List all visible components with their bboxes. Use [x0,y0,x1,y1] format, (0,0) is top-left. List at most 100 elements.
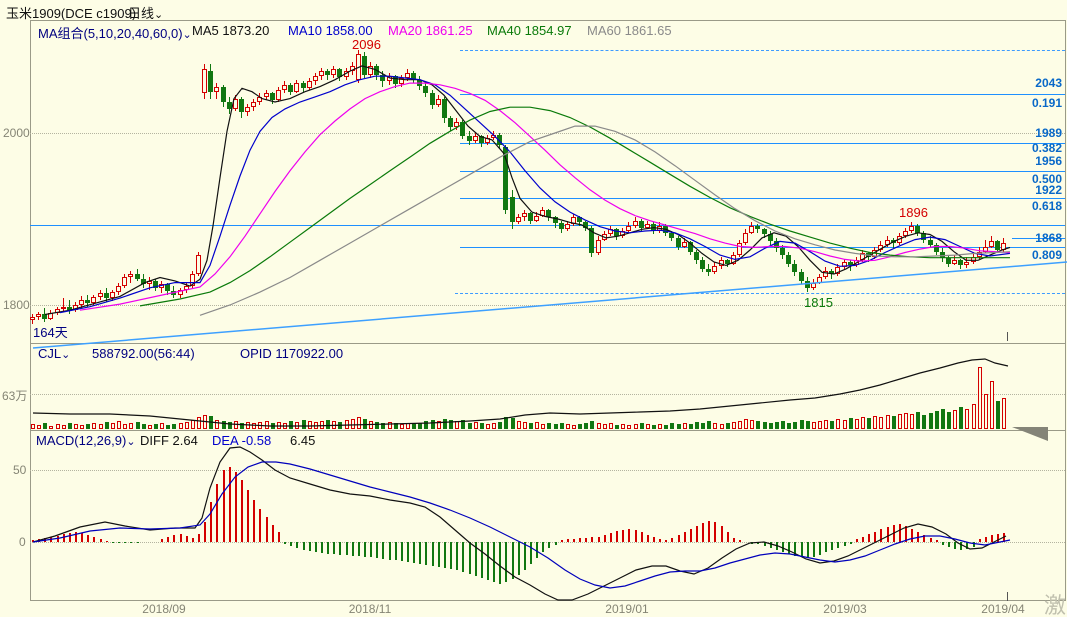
candle-body [411,73,416,80]
macd-bar [309,542,311,551]
volume-bar [634,424,638,429]
volume-bar [461,420,465,429]
volume-bar [437,421,441,429]
volume-bar [775,422,779,429]
macd-bar [444,542,446,568]
macd-bar [118,542,120,543]
volume-bar [474,422,478,429]
dotted-gridline [30,542,1065,543]
candle-body [583,222,588,228]
macd-bar [641,532,643,542]
volume-value: 588792.00(56:44) [92,346,195,361]
macd-bar [997,534,999,542]
candle-body [528,213,533,221]
candle-body [755,226,760,229]
volume-bar [972,404,976,429]
macd-bar [880,529,882,542]
candle-body [454,122,459,127]
macd-bar [960,542,962,550]
macd-bar [303,542,305,550]
candle-body [799,272,804,281]
macd-indicator-selector[interactable]: MACD(12,26,9)⌄ [36,433,136,448]
volume-bar [240,423,244,429]
macd-bar [598,537,600,542]
volume-bar [517,421,521,429]
candle-body [829,271,834,274]
ma20-value: MA20 1861.25 [388,23,473,38]
candle-body [239,99,244,112]
right-axis-label: 1956 [1035,154,1062,168]
macd-bar [161,539,163,542]
volume-bar [756,421,760,429]
macd-bar [942,542,944,545]
macd-bar [223,470,225,542]
volume-bar [535,422,539,429]
candle-body [116,286,121,292]
dotted-gridline [30,394,1065,395]
volume-bar [793,422,797,429]
candle-body [79,300,84,305]
price-line [30,225,1065,226]
macd-bar [665,540,667,542]
candle-body [995,241,1000,250]
volume-bar [640,423,644,429]
macd-bar [75,532,77,542]
macd-bar [296,542,298,548]
volume-bar [166,425,170,429]
macd-bar [352,542,354,556]
macd-bar [567,539,569,542]
chevron-down-icon: ⌄ [61,349,70,361]
candle-body [909,226,914,231]
volume-bar [68,423,72,429]
candle-body [848,262,853,265]
candle-body [712,266,717,272]
macd-bar [210,502,212,542]
macd-bar [622,530,624,542]
volume-bar [129,423,133,429]
candle-body [141,279,146,284]
volume-bar [222,421,226,429]
volume-bar [541,424,545,429]
macd-bar [979,539,981,542]
volume-bar [609,423,613,429]
candle-body [762,229,767,234]
macd-bar [770,542,772,548]
macd-extra-value: 6.45 [290,433,316,448]
macd-bar [801,542,803,557]
volume-bar [49,426,53,429]
volume-bar [898,414,902,429]
volume-bar [80,425,84,429]
macd-bar [100,539,102,542]
volume-bar [818,421,822,429]
volume-bar [554,424,558,429]
volume-bar [701,423,705,429]
macd-bar [333,542,335,554]
volume-bar [394,423,398,429]
macd-bar [272,525,274,542]
volume-bar [529,423,533,429]
period-selector[interactable]: 日线⌄ [128,6,163,21]
volume-bar [480,423,484,429]
candle-body [436,99,441,105]
volume-bar [302,420,306,429]
right-axis-label: 2043 [1035,76,1062,90]
candle-body [282,85,287,90]
volume-bar [744,419,748,429]
volume-indicator-selector[interactable]: CJL⌄ [38,346,70,361]
candle-body [928,240,933,245]
candle-body [165,284,170,291]
macd-bar [585,538,587,542]
candle-body [301,83,306,88]
ma-group-selector[interactable]: MA组合(5,10,20,40,60,0)⌄ [38,26,192,41]
macd-bar [973,542,975,547]
macd-bar [487,542,489,580]
macd-bar [339,542,341,555]
macd-bar [235,472,237,542]
date-label: 2018/11 [348,602,392,616]
macd-bar [708,521,710,542]
candle-body [61,307,66,309]
candle-body [276,90,281,100]
chart-annotation: 164天 [33,325,68,340]
volume-bar [603,424,607,429]
macd-bar [284,542,286,544]
